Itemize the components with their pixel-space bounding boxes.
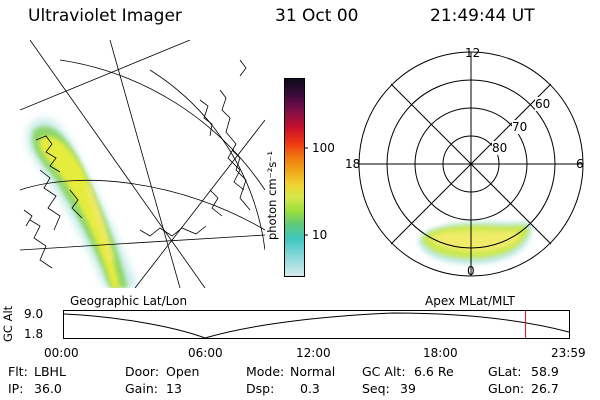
mlat-label-80: 80 <box>492 141 508 155</box>
altitude-xtick-3: 18:00 <box>423 346 458 360</box>
glon-value: 26.7 <box>531 381 559 396</box>
door-label: Door: <box>125 364 160 379</box>
mlt-label-0: 0 <box>467 264 475 278</box>
glat-value: 58.9 <box>531 364 559 379</box>
colorbar-tick-100: 100 <box>312 141 335 155</box>
glat-label: GLat: <box>488 364 522 379</box>
instrument-title: Ultraviolet Imager <box>28 6 182 26</box>
geographic-grid <box>20 40 265 288</box>
gcalt-value: 6.6 Re <box>414 364 454 379</box>
aurora-emission-right <box>418 221 533 265</box>
ip-label: IP: <box>8 381 24 396</box>
colorbar-tick-10: 10 <box>312 228 328 242</box>
altitude-xtick-2: 12:00 <box>296 346 331 360</box>
altitude-plot <box>63 310 570 339</box>
dsp-value: 0.3 <box>300 381 320 396</box>
gain-label: Gain: <box>125 381 158 396</box>
mlat-label-60: 60 <box>535 97 551 111</box>
colorbar <box>284 78 308 277</box>
filter-value: LBHL <box>34 364 66 379</box>
altitude-xtick-4: 23:59 <box>551 346 586 360</box>
ip-value: 36.0 <box>34 381 62 396</box>
altitude-ytick-high: 9.0 <box>24 307 44 321</box>
altitude-xtick-0: 00:00 <box>44 346 79 360</box>
geographic-caption: Geographic Lat/Lon <box>70 294 188 308</box>
door-value: Open <box>166 364 200 379</box>
gcalt-label: GC Alt: <box>362 364 406 379</box>
mode-label: Mode: <box>246 364 285 379</box>
altitude-ytick-low: 1.8 <box>24 327 44 341</box>
mode-value: Normal <box>290 364 336 379</box>
time-label: 21:49:44 UT <box>430 6 535 26</box>
geographic-map <box>20 40 265 288</box>
seq-label: Seq: <box>362 381 390 396</box>
mlt-label-18: 18 <box>345 157 361 171</box>
mlt-label-6: 6 <box>576 157 584 171</box>
polar-grid <box>358 51 584 277</box>
altitude-ylabel: GC Alt <box>1 305 15 342</box>
gain-value: 13 <box>166 381 182 396</box>
polar-mlat-mlt-plot <box>358 51 584 277</box>
altitude-xtick-1: 06:00 <box>188 346 223 360</box>
aurora-emission-left <box>26 118 138 288</box>
filter-label: Flt: <box>8 364 28 379</box>
glon-label: GLon: <box>488 381 525 396</box>
mlat-label-70: 70 <box>512 120 528 134</box>
coastlines <box>23 59 251 269</box>
apex-caption: Apex MLat/MLT <box>425 294 515 308</box>
seq-value: 39 <box>400 381 416 396</box>
colorbar-unit-label: photon cm⁻²s⁻¹ <box>265 151 279 240</box>
dsp-label: Dsp: <box>246 381 275 396</box>
date-label: 31 Oct 00 <box>275 6 359 26</box>
mlt-label-12: 12 <box>465 46 481 60</box>
